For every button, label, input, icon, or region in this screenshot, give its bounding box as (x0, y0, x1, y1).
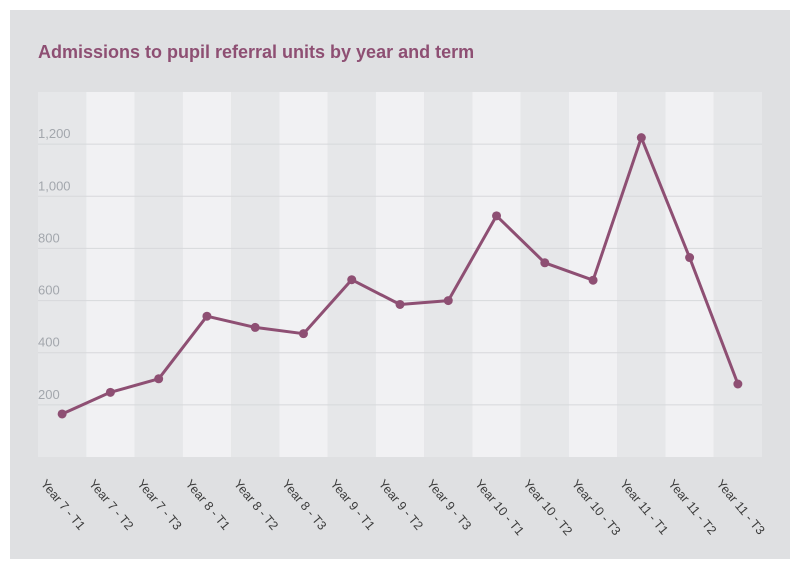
column-band (86, 92, 135, 457)
column-band (134, 92, 183, 457)
x-tick-label: Year 8 - T2 (231, 477, 281, 533)
y-tick-label: 800 (38, 230, 60, 245)
x-tick-label: Year 7 - T3 (134, 477, 184, 533)
data-point[interactable] (443, 296, 453, 306)
column-band (665, 92, 714, 457)
x-tick-label: Year 8 - T1 (183, 477, 233, 533)
data-point[interactable] (105, 387, 115, 397)
column-band (182, 92, 232, 457)
x-tick-label: Year 10 - T3 (569, 477, 624, 538)
x-tick-label: Year 7 - T1 (38, 477, 88, 533)
column-band (327, 92, 376, 457)
data-point[interactable] (202, 311, 212, 321)
x-tick-label: Year 11 - T1 (617, 477, 671, 537)
data-point[interactable] (733, 379, 743, 389)
column-band (713, 92, 762, 457)
column-band (279, 92, 328, 457)
data-point[interactable] (685, 253, 695, 263)
y-tick-label: 1,000 (38, 178, 71, 193)
data-point[interactable] (57, 409, 67, 419)
data-point[interactable] (347, 275, 357, 285)
column-band (472, 92, 521, 457)
x-tick-label: Year 9 - T1 (327, 477, 377, 533)
column-band (617, 92, 666, 457)
x-tick-label: Year 10 - T2 (521, 477, 576, 538)
data-point[interactable] (298, 329, 308, 339)
x-tick-label: Year 10 - T1 (472, 477, 527, 538)
series-group (57, 133, 743, 419)
column-band (375, 92, 425, 457)
data-point[interactable] (636, 133, 646, 143)
x-tick-label: Year 11 - T2 (665, 477, 719, 537)
y-tick-label: 1,200 (38, 126, 71, 141)
data-point[interactable] (250, 322, 260, 332)
x-tick-label: Year 9 - T3 (424, 477, 474, 533)
y-axis-ticks: 200 400 600 800 1,000 1,200 (38, 126, 71, 402)
x-tick-label: Year 11 - T3 (714, 477, 768, 537)
column-band (38, 92, 87, 457)
y-tick-label: 600 (38, 283, 60, 298)
data-point[interactable] (154, 374, 164, 384)
data-point[interactable] (395, 299, 405, 309)
x-tick-label: Year 9 - T2 (376, 477, 426, 533)
data-point[interactable] (588, 275, 598, 285)
data-point[interactable] (492, 211, 502, 221)
x-tick-label: Year 7 - T2 (86, 477, 136, 533)
data-point[interactable] (540, 258, 550, 268)
x-tick-label: Year 8 - T3 (279, 477, 329, 533)
column-band (424, 92, 473, 457)
column-band (520, 92, 569, 457)
chart-title: Admissions to pupil referral units by ye… (38, 42, 475, 62)
column-band (231, 92, 280, 457)
y-tick-label: 200 (38, 387, 60, 402)
column-bands (38, 92, 762, 457)
y-tick-label: 400 (38, 335, 60, 350)
